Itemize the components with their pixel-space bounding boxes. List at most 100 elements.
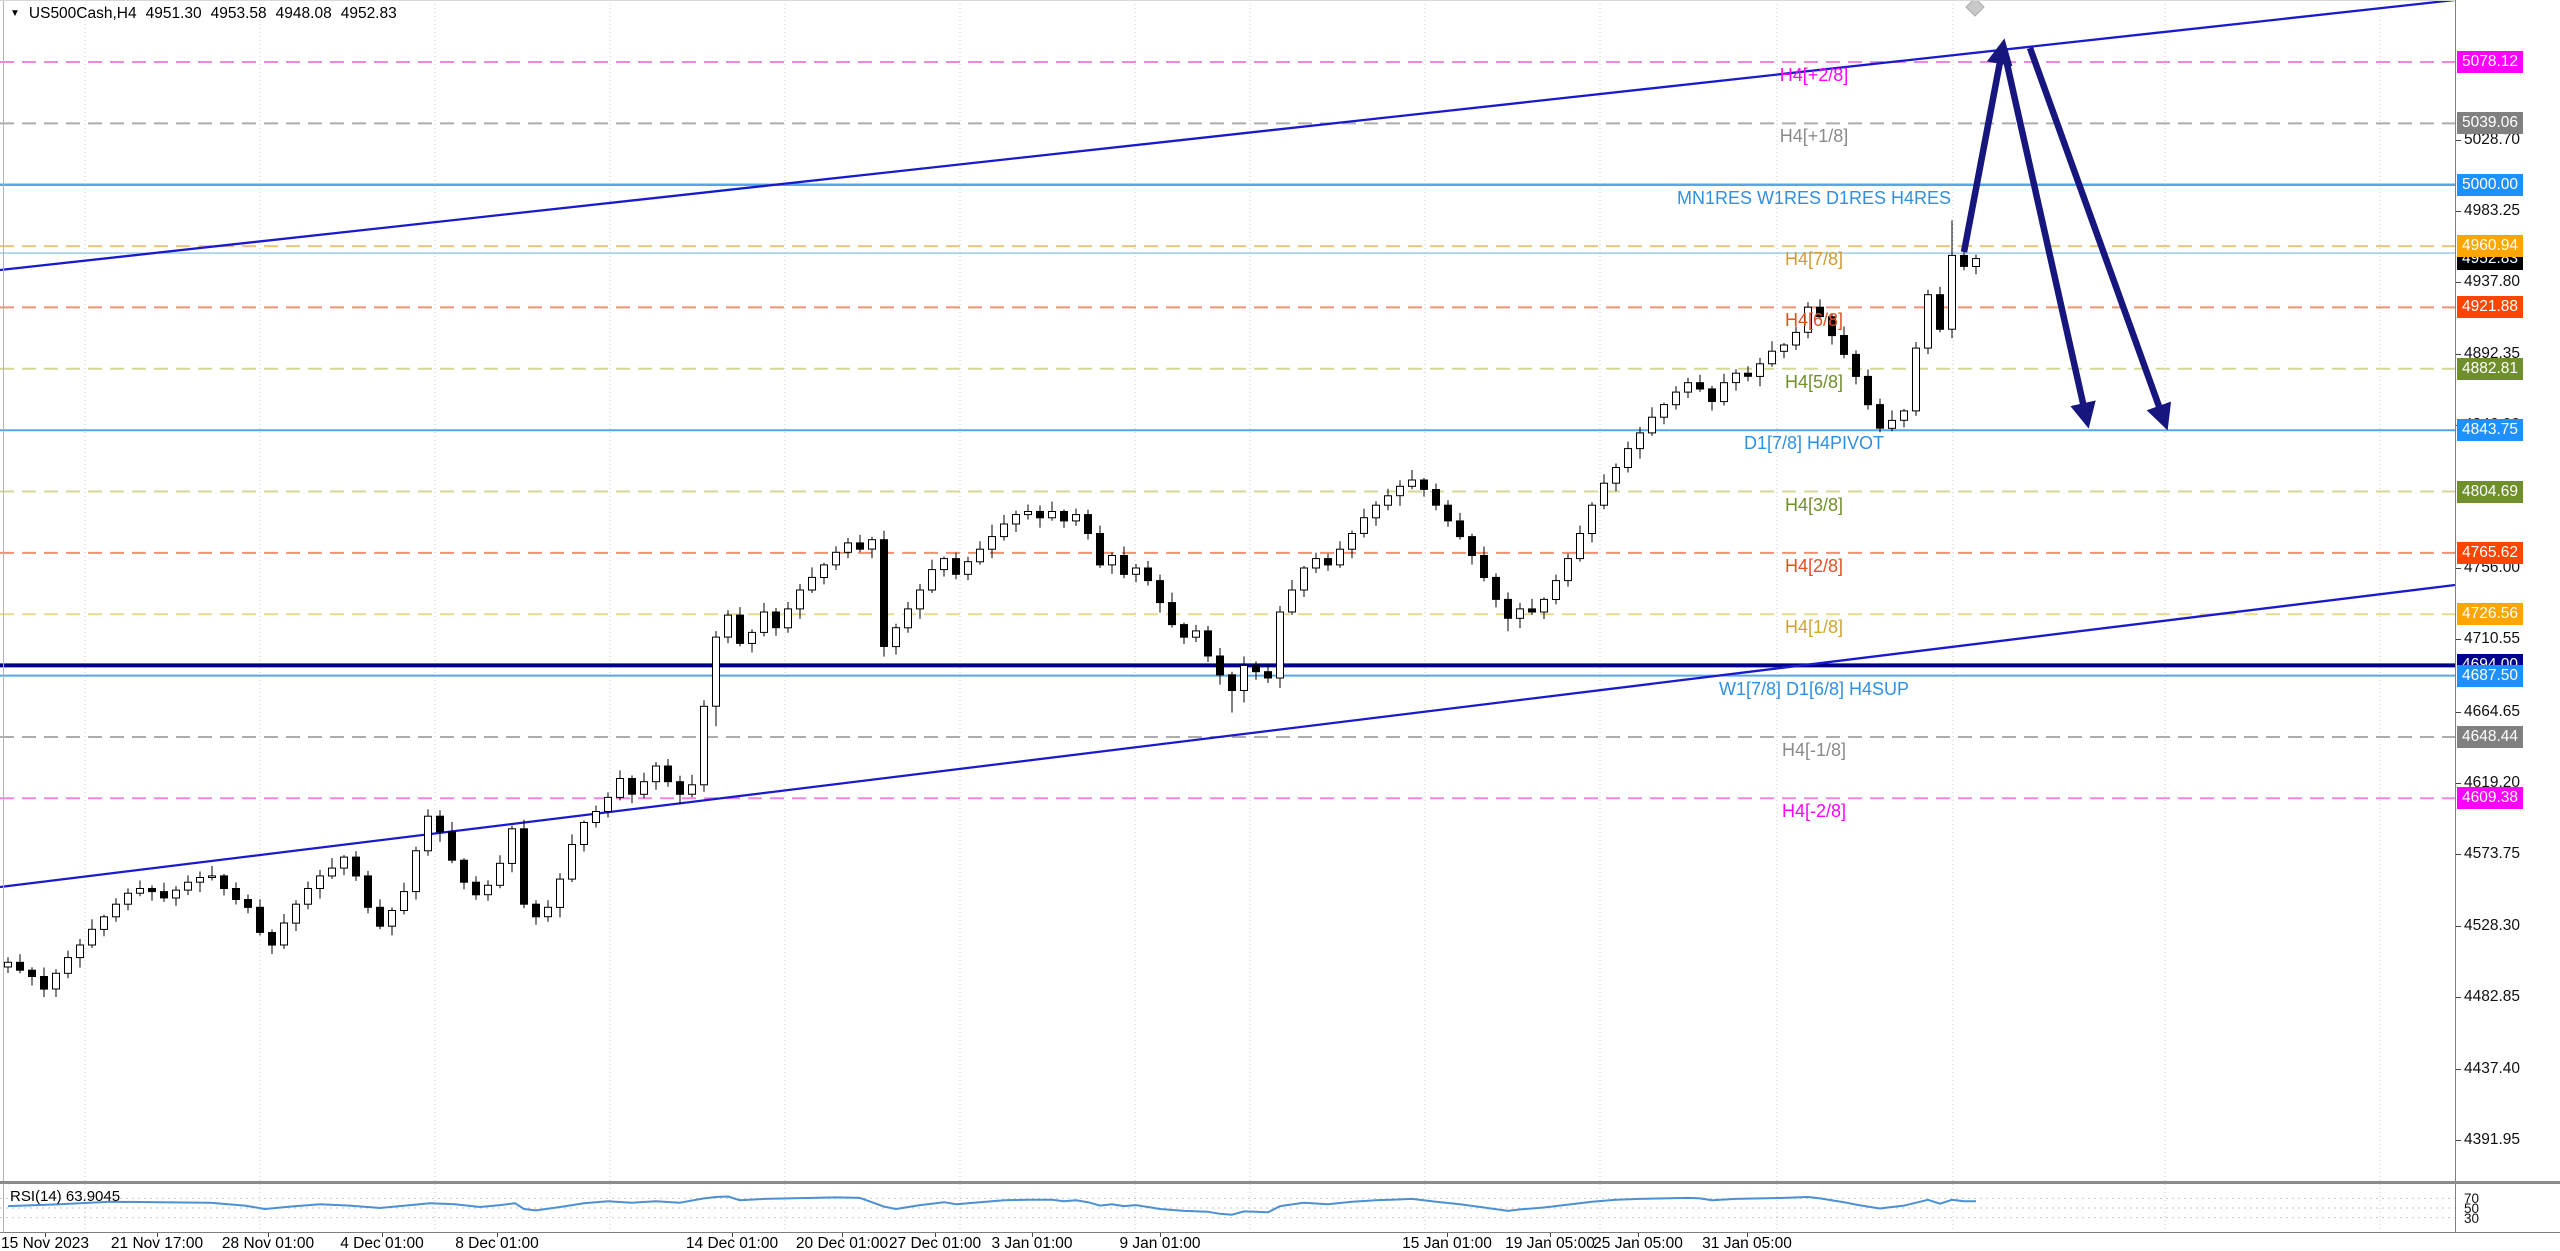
chart-canvas[interactable] — [0, 0, 2455, 1232]
candle-bull — [796, 589, 804, 610]
price-tick-4482.85: 4482.85 — [2464, 988, 2521, 1005]
candle-bear — [1828, 316, 1836, 337]
diamond-marker[interactable] — [1965, 0, 1985, 17]
price-badge-4648.44: 4648.44 — [2457, 726, 2524, 748]
candle-bull — [400, 891, 408, 911]
time-label-31-jan-05-00: 31 Jan 05:00 — [1702, 1235, 1792, 1251]
candle-bull — [820, 564, 828, 579]
time-tick-mark — [842, 1233, 843, 1237]
candle-bear — [1708, 388, 1716, 402]
candle-bull — [1192, 630, 1200, 638]
candle-bear — [1468, 536, 1476, 556]
candle-bull — [892, 627, 900, 648]
rsi-pane[interactable] — [0, 1195, 2455, 1219]
candle-bear — [532, 903, 540, 918]
candle-bear — [664, 765, 672, 783]
candle-bear — [1120, 555, 1128, 575]
candle-bear — [448, 831, 456, 861]
rsi-pane-separator[interactable] — [0, 1181, 2560, 1184]
candle-bear — [1528, 608, 1536, 613]
candle-bull — [208, 875, 216, 879]
price-tick-4892.35: 4892.35 — [2464, 345, 2521, 362]
candle-bull — [1948, 254, 1956, 330]
price-tick-mark — [2456, 211, 2461, 212]
candle-bear — [436, 815, 444, 833]
ohlc-low: 4948.08 — [275, 5, 332, 22]
candle-bull — [172, 889, 180, 899]
trendline-2[interactable] — [0, 583, 2455, 889]
trendlines — [0, 0, 2455, 889]
candle-bull — [640, 781, 648, 795]
candle-bull — [1132, 567, 1140, 575]
candle-bull — [1276, 611, 1284, 679]
candle-bear — [1180, 624, 1188, 638]
price-tick-mark — [2456, 783, 2461, 784]
murrey-levels — [0, 61, 2455, 800]
candle-bull — [64, 957, 72, 974]
drawn-arrow-2[interactable] — [1999, 45, 2096, 429]
murrey-label-h4-6-8: H4[6/8] — [1784, 310, 1844, 330]
price-axis[interactable]: 5028.704983.254937.804892.354846.904756.… — [2455, 0, 2560, 1232]
trendline-1[interactable] — [0, 0, 2455, 272]
candle-bear — [880, 539, 888, 648]
candle-bull — [1672, 391, 1680, 406]
time-tick-mark — [1638, 1233, 1639, 1237]
candle-bull — [304, 888, 312, 905]
candle-bull — [1660, 404, 1668, 418]
candle-bull — [868, 539, 876, 550]
candle-bull — [1624, 448, 1632, 469]
candle-bear — [1156, 580, 1164, 604]
candle-bear — [352, 856, 360, 877]
price-tick-4573.75: 4573.75 — [2464, 845, 2521, 862]
candle-bull — [616, 778, 624, 798]
candle-bull — [52, 972, 60, 990]
time-tick-mark — [268, 1233, 269, 1237]
candle-bear — [1936, 294, 1944, 330]
candle-bull — [844, 542, 852, 553]
rsi-line — [7, 1195, 1976, 1216]
price-tick-mark — [2456, 639, 2461, 640]
candle-bull — [1636, 432, 1644, 450]
candle-bull — [712, 636, 720, 707]
drawn-arrow-1[interactable] — [1960, 38, 2013, 253]
price-tick-mark — [2456, 282, 2461, 283]
candle-bear — [1084, 514, 1092, 534]
time-label-9-jan-01-00: 9 Jan 01:00 — [1119, 1235, 1201, 1251]
price-badge-4960.94: 4960.94 — [2457, 235, 2524, 257]
price-tick-4710.55: 4710.55 — [2464, 630, 2521, 647]
candle-bull — [700, 705, 708, 786]
time-label-19-jan-05-00: 19 Jan 05:00 — [1505, 1235, 1595, 1251]
candle-bull — [1384, 495, 1392, 506]
candle-bull — [568, 844, 576, 880]
candle-bull — [1588, 504, 1596, 535]
candle-bull — [1372, 504, 1380, 519]
candle-bull — [748, 631, 756, 644]
murrey-label-h4-2-8: H4[-2/8] — [1781, 801, 1847, 821]
candle-bear — [1144, 567, 1152, 582]
candle-bull — [1048, 511, 1056, 519]
time-axis[interactable]: 15 Nov 2023 21 Nov 17:00 28 Nov 01:00 4 Dec… — [0, 1232, 2560, 1251]
candle-bull — [496, 862, 504, 886]
drawn-arrow-3[interactable] — [2026, 46, 2172, 431]
candle-bull — [1336, 548, 1344, 566]
time-label-14-dec-01-00: 14 Dec 01:00 — [685, 1235, 779, 1251]
rsi-value-label: RSI(14) 63.9045 — [10, 1188, 121, 1205]
candle-bull — [76, 944, 84, 959]
price-tick-mark — [2456, 140, 2461, 141]
price-tick-4983.25: 4983.25 — [2464, 202, 2521, 219]
candle-bull — [760, 611, 768, 633]
candle-bull — [88, 928, 96, 946]
symbol-dropdown-icon[interactable]: ▼ — [10, 8, 20, 19]
time-tick-mark — [45, 1233, 46, 1237]
candle-bull — [1600, 482, 1608, 506]
candle-bear — [1060, 511, 1068, 522]
candle-bear — [628, 778, 636, 795]
candle-bull — [1012, 514, 1020, 525]
candle-bull — [1900, 410, 1908, 421]
murrey-label-d1-7-8-h4pivot: D1[7/8] H4PIVOT — [1743, 433, 1885, 453]
candle-bull — [1756, 363, 1764, 377]
candle-bull — [424, 815, 432, 852]
murrey-label-h4-1-8: H4[-1/8] — [1781, 740, 1847, 760]
candle-bull — [1552, 580, 1560, 600]
